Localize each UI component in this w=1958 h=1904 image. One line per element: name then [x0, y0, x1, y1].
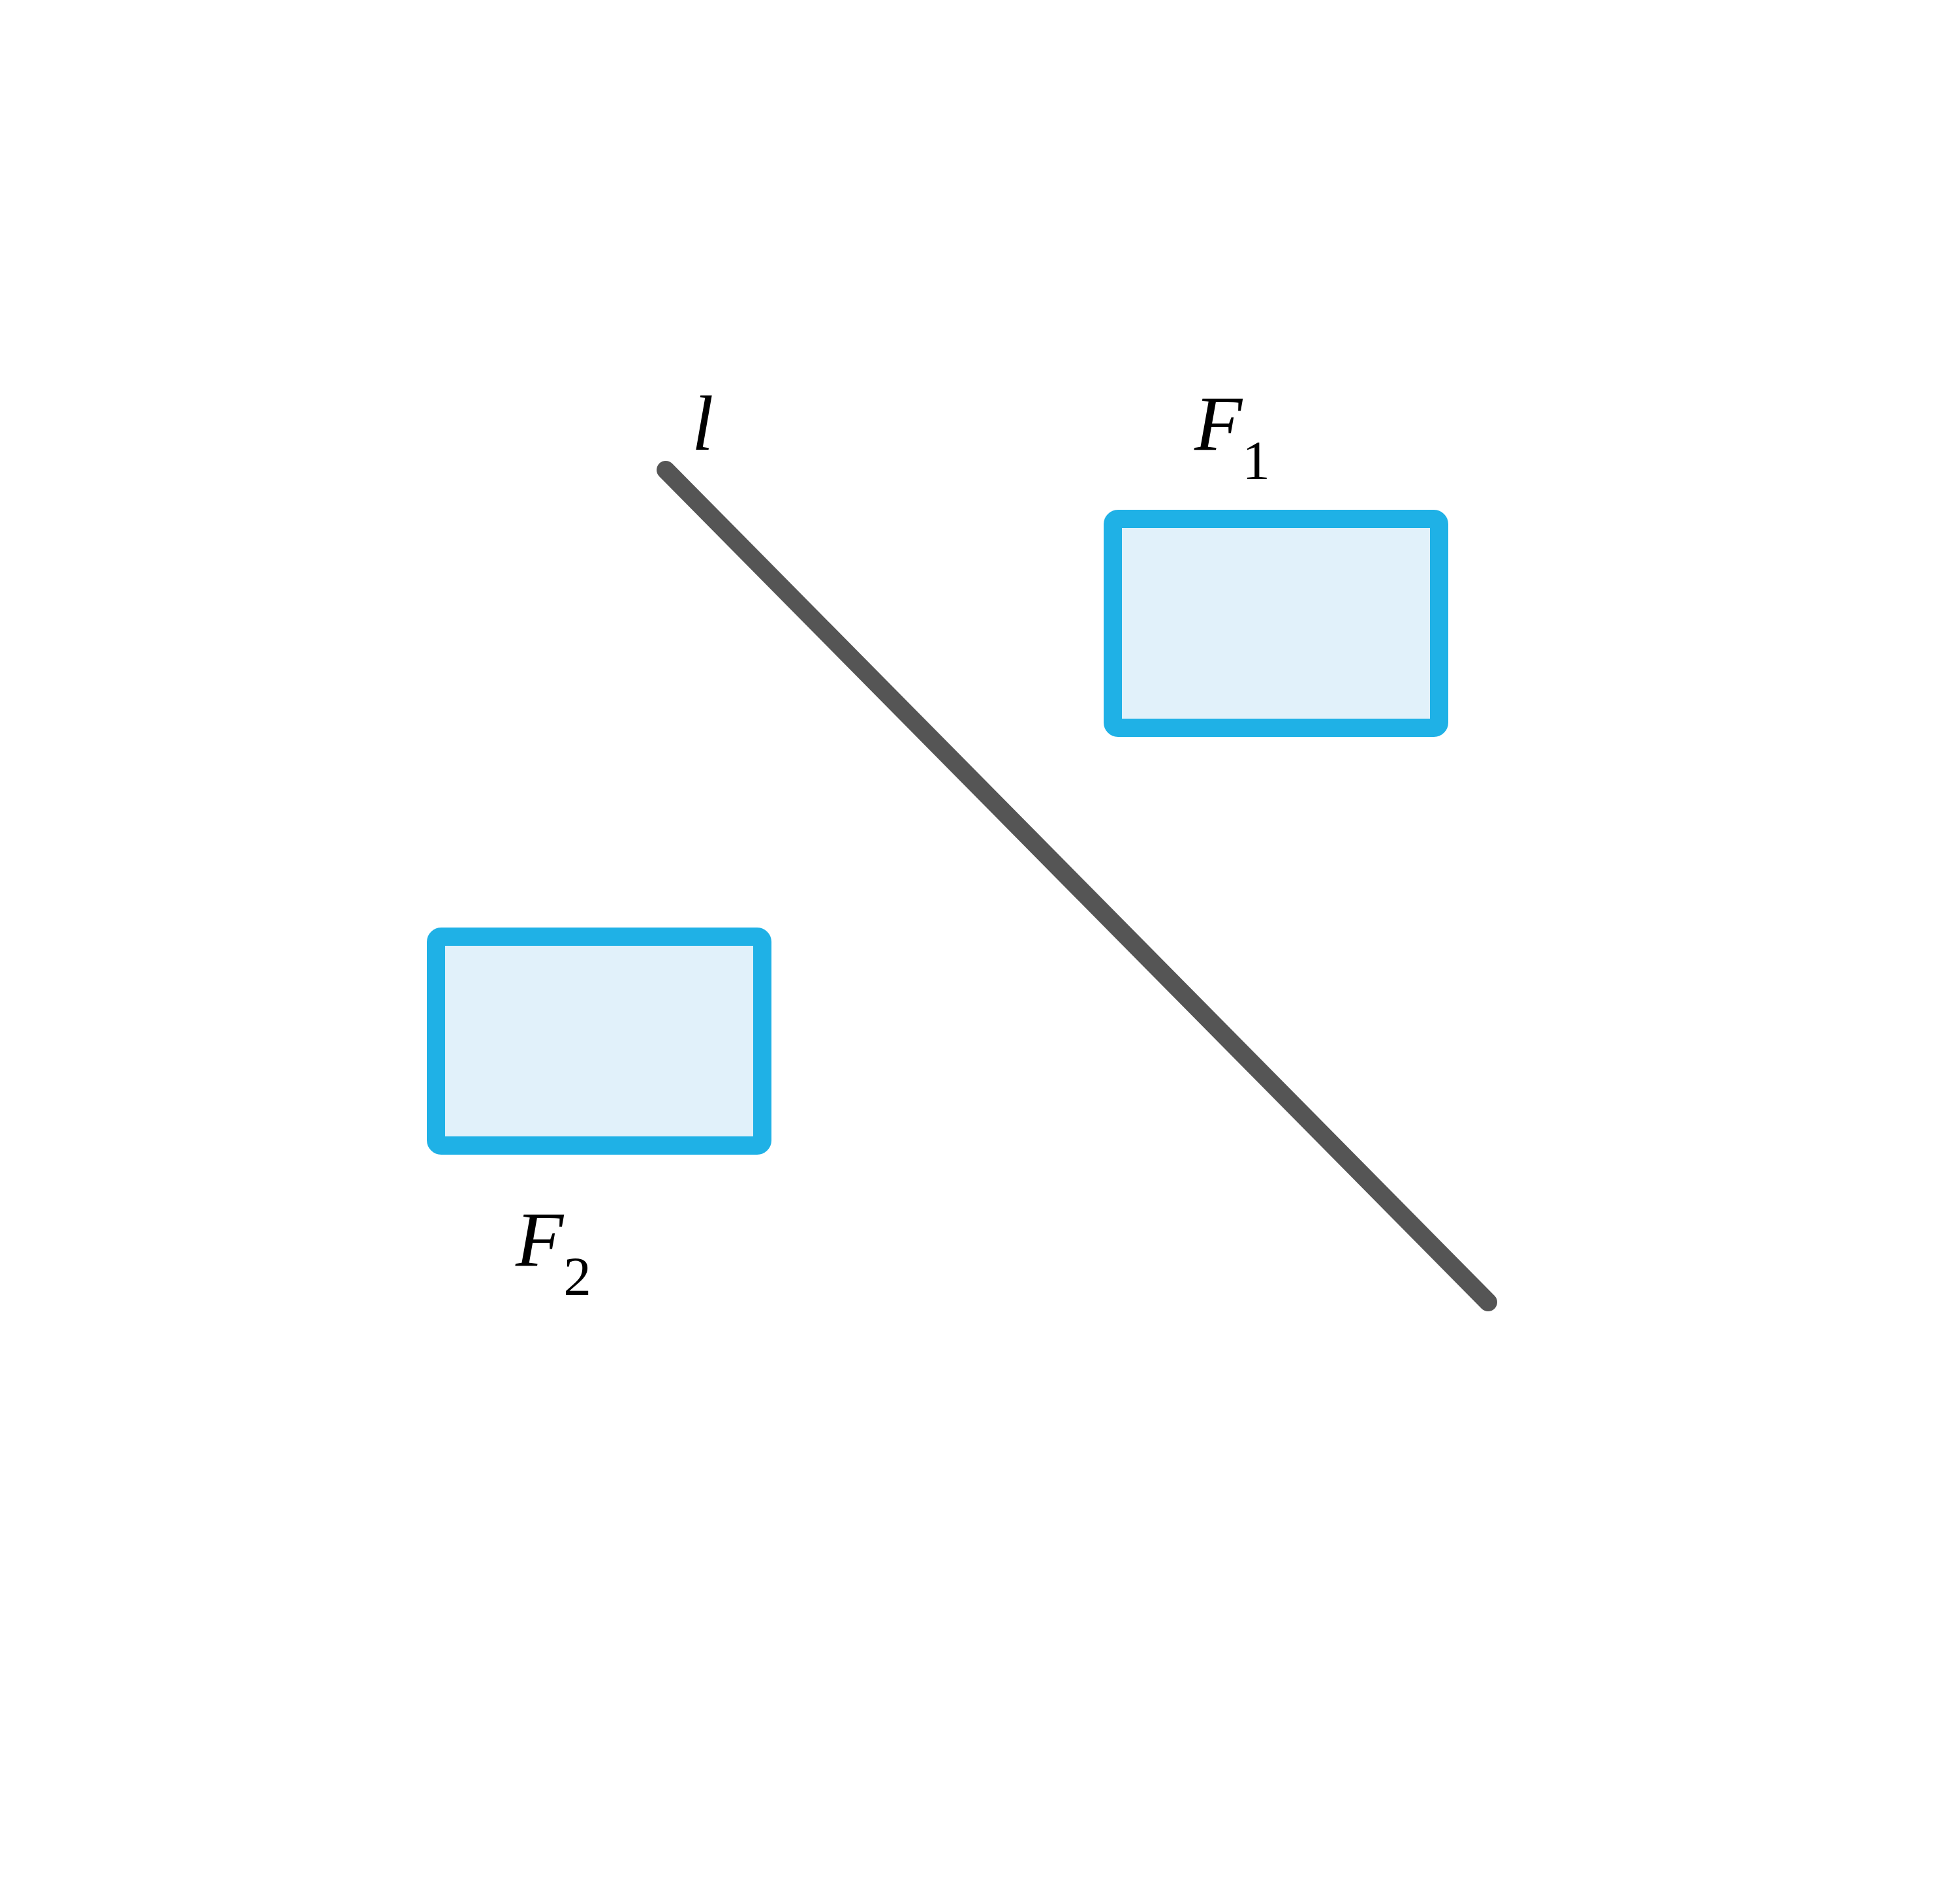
- label-f1: F1: [1194, 379, 1270, 480]
- label-f1-main: F: [1194, 380, 1242, 467]
- label-f2-main: F: [516, 1196, 563, 1283]
- rect-f2: [436, 937, 762, 1146]
- geometry-diagram: l F1 F2: [0, 0, 1958, 1904]
- label-l-text: l: [692, 380, 713, 467]
- label-f2: F2: [516, 1194, 591, 1296]
- label-l: l: [692, 379, 713, 469]
- rect-f1: [1113, 519, 1439, 728]
- label-f2-sub: 2: [563, 1246, 591, 1307]
- diagram-svg: [0, 0, 1958, 1904]
- label-f1-sub: 1: [1242, 430, 1270, 492]
